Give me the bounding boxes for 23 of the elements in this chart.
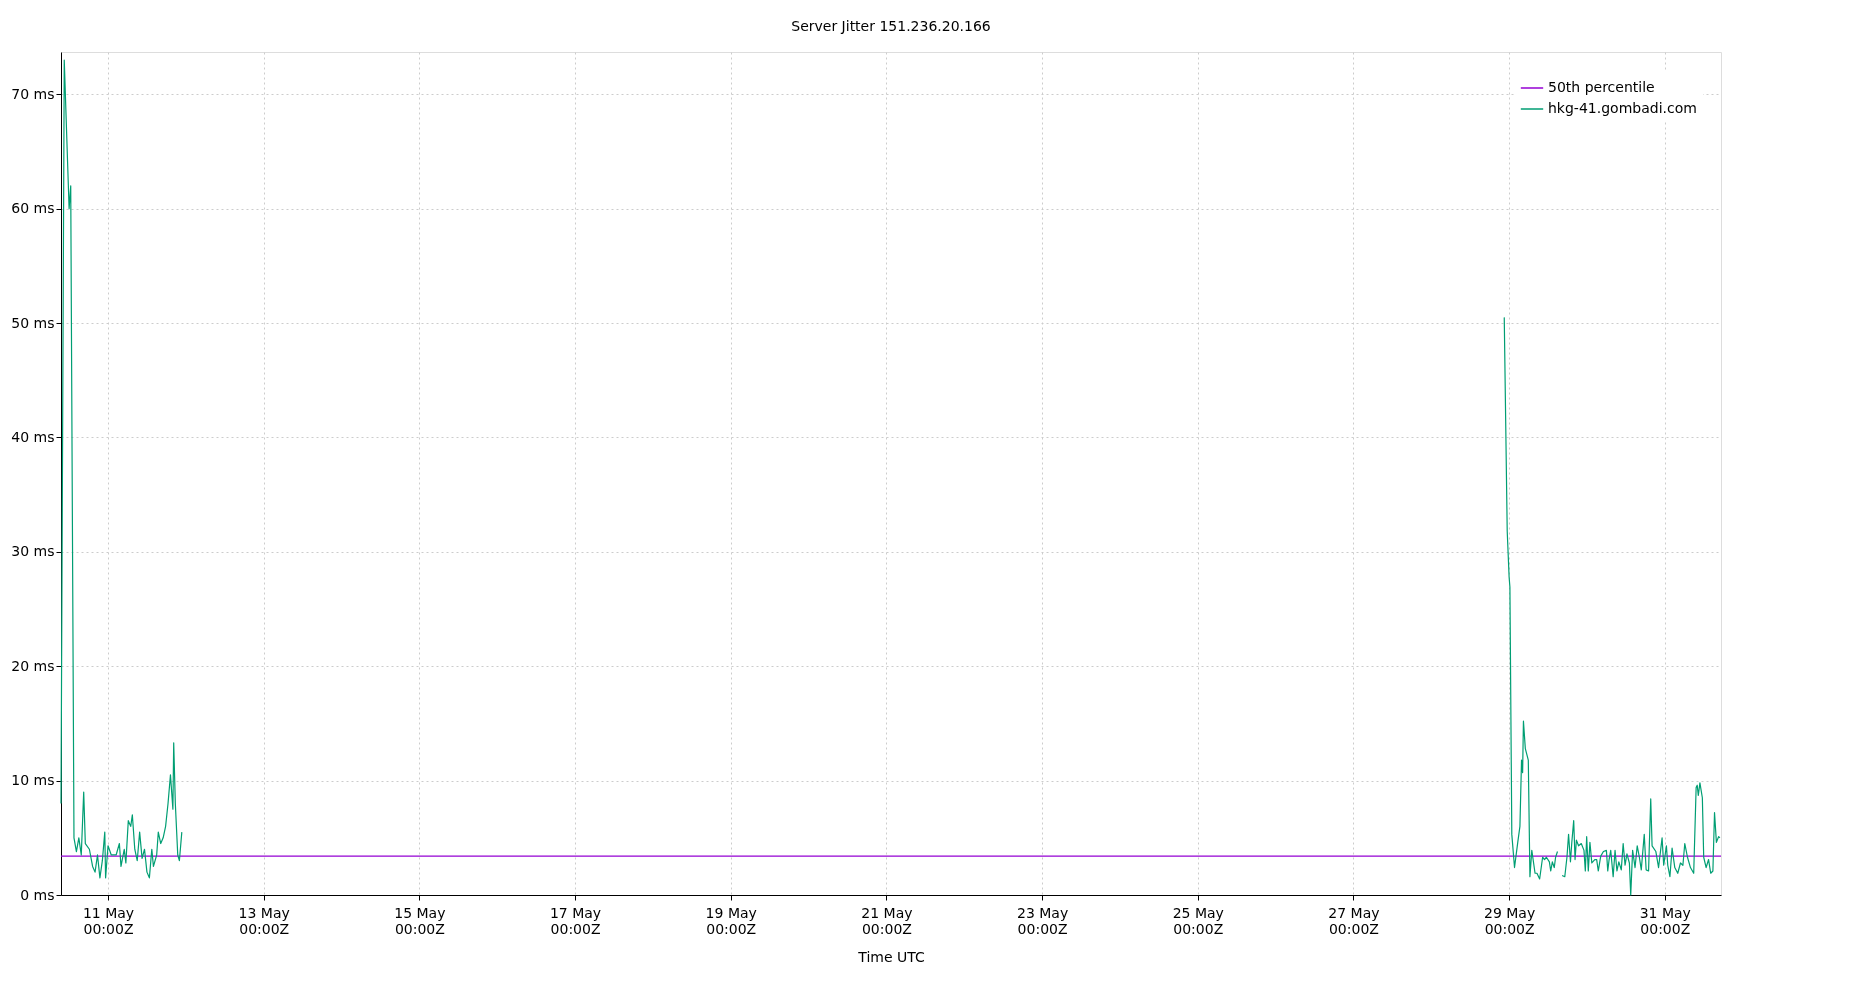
chart-title: Server Jitter 151.236.20.166	[791, 18, 991, 34]
legend-label: hkg-41.gombadi.com	[1548, 100, 1697, 116]
x-tick-label: 19 May 00:00Z	[705, 904, 757, 937]
x-tick-label: 11 May 00:00Z	[82, 904, 135, 937]
y-tick-label: 50 ms	[11, 314, 55, 331]
x-axis-title: Time UTC	[857, 948, 925, 965]
y-tick-label: 20 ms	[11, 657, 55, 674]
y-tick-label: 0 ms	[20, 886, 55, 903]
x-tick-label: 27 May 00:00Z	[1328, 904, 1380, 937]
x-tick-label: 13 May 00:00Z	[238, 904, 290, 937]
legend-label: 50th percentile	[1548, 79, 1655, 95]
x-tick-label: 21 May 00:00Z	[861, 904, 913, 937]
x-tick-label: 23 May 00:00Z	[1016, 904, 1069, 937]
y-tick-label: 40 ms	[11, 428, 55, 445]
y-tick-label: 30 ms	[11, 543, 55, 560]
y-tick-label: 60 ms	[11, 200, 55, 217]
x-tick-label: 15 May 00:00Z	[394, 904, 446, 937]
y-tick-label: 70 ms	[11, 85, 55, 102]
x-tick-label: 25 May 00:00Z	[1172, 904, 1224, 937]
y-tick-label: 10 ms	[11, 772, 55, 789]
x-tick-label: 31 May 00:00Z	[1639, 904, 1691, 937]
x-tick-label: 17 May 00:00Z	[549, 904, 602, 937]
x-tick-label: 29 May 00:00Z	[1484, 904, 1536, 937]
